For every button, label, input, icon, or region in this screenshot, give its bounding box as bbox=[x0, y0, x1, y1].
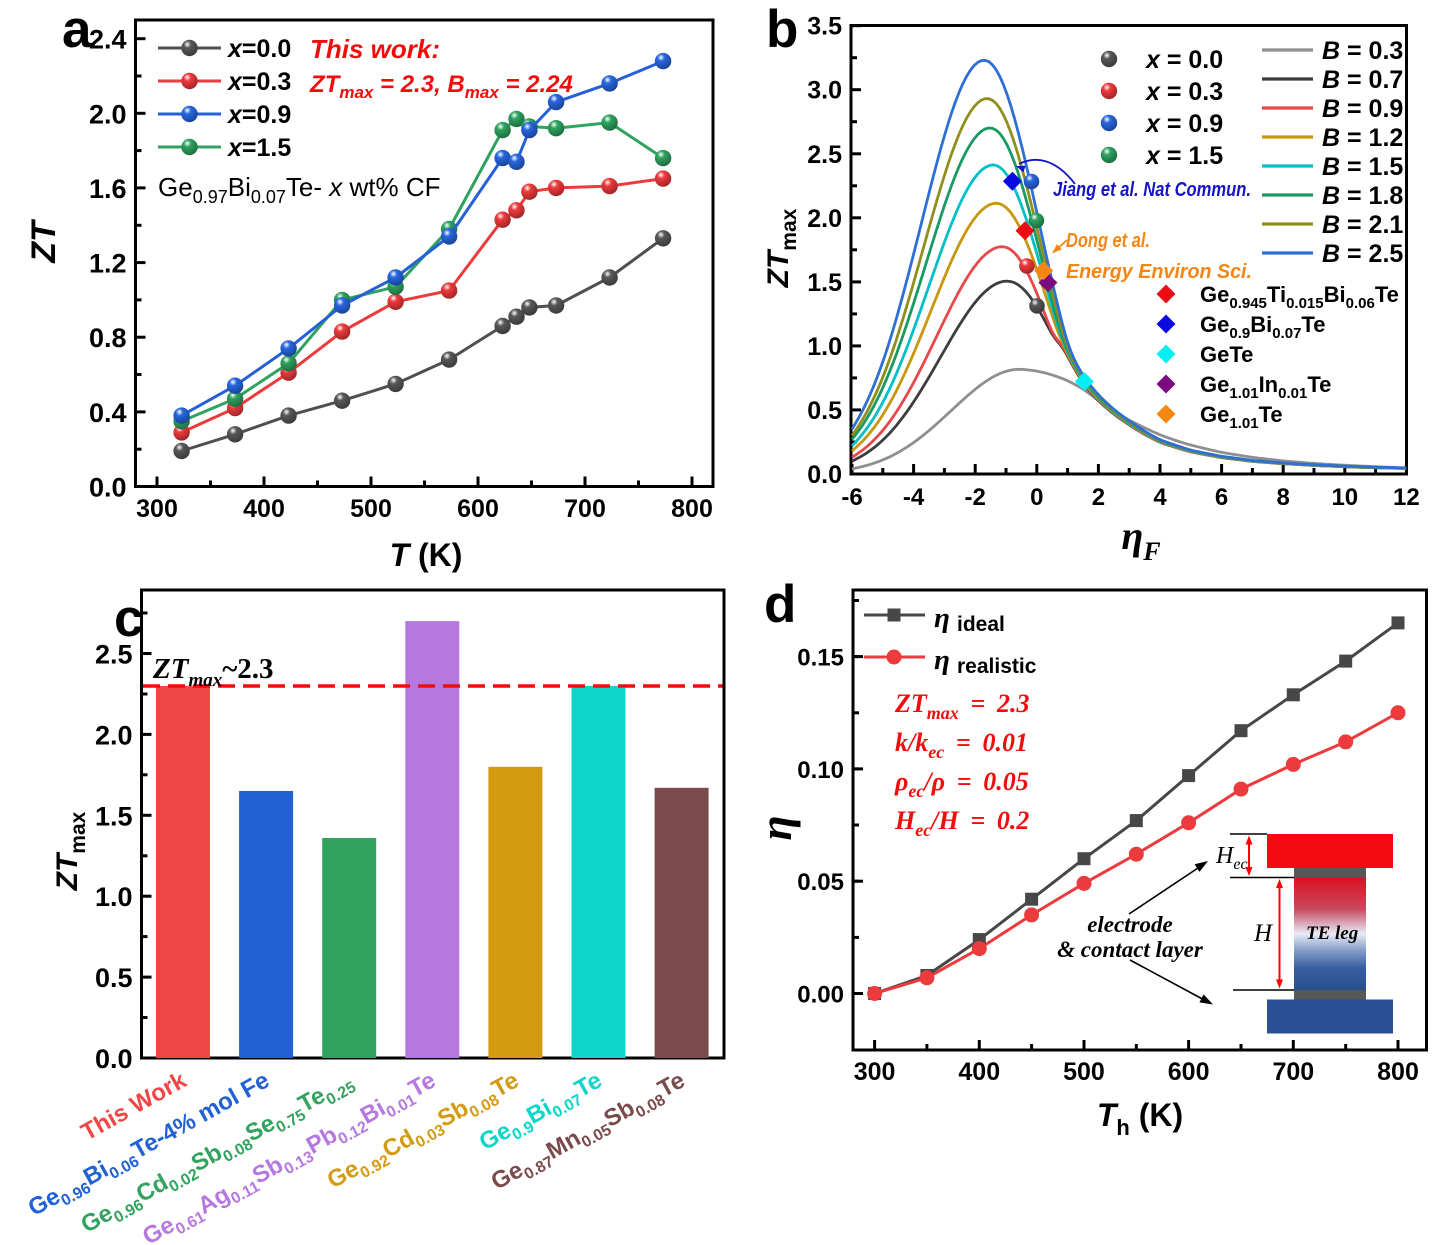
svg-text:0.5: 0.5 bbox=[95, 963, 133, 993]
svg-text:ZT: ZT bbox=[25, 218, 63, 264]
svg-text:ηF: ηF bbox=[1121, 513, 1160, 566]
svg-text:TE leg: TE leg bbox=[1306, 923, 1358, 944]
svg-text:realistic: realistic bbox=[957, 655, 1037, 678]
svg-text:2.5: 2.5 bbox=[95, 640, 133, 670]
svg-text:x = 0.9: x = 0.9 bbox=[1144, 110, 1223, 138]
svg-text:η: η bbox=[750, 815, 801, 840]
svg-text:x = 0.3: x = 0.3 bbox=[1144, 78, 1223, 106]
svg-text:1.2: 1.2 bbox=[89, 249, 127, 279]
svg-text:d: d bbox=[764, 575, 796, 634]
svg-text:1.0: 1.0 bbox=[95, 882, 133, 912]
svg-text:k/kec = 0.01: k/kec = 0.01 bbox=[895, 728, 1028, 762]
svg-text:0.15: 0.15 bbox=[797, 645, 844, 672]
svg-text:2.0: 2.0 bbox=[89, 99, 127, 129]
svg-text:2.0: 2.0 bbox=[95, 720, 133, 750]
svg-text:1.0: 1.0 bbox=[807, 333, 842, 361]
svg-text:ZTmax = 2.3: ZTmax = 2.3 bbox=[894, 689, 1030, 723]
svg-text:0.0: 0.0 bbox=[89, 473, 127, 503]
svg-text:Hec/H = 0.2: Hec/H = 0.2 bbox=[894, 806, 1029, 840]
svg-text:3.5: 3.5 bbox=[807, 13, 842, 41]
svg-text:4: 4 bbox=[1153, 484, 1167, 511]
svg-text:2.5: 2.5 bbox=[807, 141, 842, 169]
svg-text:Energy Environ Sci.: Energy Environ Sci. bbox=[1066, 261, 1252, 283]
svg-text:600: 600 bbox=[1168, 1058, 1210, 1086]
svg-text:ideal: ideal bbox=[957, 613, 1005, 636]
svg-text:B = 0.3: B = 0.3 bbox=[1322, 37, 1403, 65]
svg-text:0: 0 bbox=[1030, 484, 1043, 511]
svg-text:ZTmax: ZTmax bbox=[51, 811, 90, 891]
svg-text:2: 2 bbox=[1092, 484, 1105, 511]
svg-text:c: c bbox=[114, 589, 143, 648]
svg-text:0.8: 0.8 bbox=[89, 323, 127, 353]
svg-text:B = 0.7: B = 0.7 bbox=[1322, 66, 1403, 94]
svg-text:Ge0.97Bi0.07Te- x wt% CF: Ge0.97Bi0.07Te- x wt% CF bbox=[158, 172, 440, 207]
svg-text:Jiang et al. Nat Commun.: Jiang et al. Nat Commun. bbox=[1053, 179, 1251, 201]
svg-text:η: η bbox=[934, 644, 950, 676]
svg-text:400: 400 bbox=[958, 1058, 1000, 1086]
svg-text:500: 500 bbox=[1063, 1058, 1105, 1086]
svg-text:ZTmax~2.3: ZTmax~2.3 bbox=[152, 653, 274, 691]
svg-text:800: 800 bbox=[1377, 1058, 1419, 1086]
svg-text:0.5: 0.5 bbox=[807, 397, 842, 425]
svg-text:0.10: 0.10 bbox=[797, 757, 844, 784]
svg-text:B = 2.5: B = 2.5 bbox=[1322, 240, 1403, 268]
svg-text:electrode: electrode bbox=[1087, 912, 1173, 937]
svg-text:10: 10 bbox=[1331, 484, 1358, 511]
svg-text:& contact layer: & contact layer bbox=[1057, 937, 1204, 962]
svg-text:T (K): T (K) bbox=[390, 537, 463, 573]
svg-text:400: 400 bbox=[243, 495, 285, 523]
svg-text:a: a bbox=[62, 0, 92, 59]
svg-text:x=0.0: x=0.0 bbox=[226, 35, 291, 63]
svg-text:300: 300 bbox=[136, 495, 178, 523]
svg-text:ZTmax: ZTmax bbox=[762, 208, 801, 288]
svg-text:B = 0.9: B = 0.9 bbox=[1322, 95, 1403, 123]
svg-text:x=0.9: x=0.9 bbox=[226, 101, 291, 129]
svg-text:ρec/ρ = 0.05: ρec/ρ = 0.05 bbox=[894, 767, 1029, 801]
svg-text:700: 700 bbox=[564, 495, 606, 523]
svg-text:x = 1.5: x = 1.5 bbox=[1144, 142, 1223, 170]
svg-text:0.00: 0.00 bbox=[797, 982, 844, 1009]
svg-text:2.4: 2.4 bbox=[89, 25, 127, 55]
svg-text:-4: -4 bbox=[903, 484, 925, 511]
svg-text:H: H bbox=[1253, 920, 1274, 947]
svg-text:x=1.5: x=1.5 bbox=[226, 134, 291, 162]
svg-text:0.0: 0.0 bbox=[95, 1044, 133, 1074]
svg-text:300: 300 bbox=[854, 1058, 896, 1086]
svg-text:0.0: 0.0 bbox=[807, 461, 842, 489]
svg-text:B = 1.2: B = 1.2 bbox=[1322, 124, 1403, 152]
svg-text:8: 8 bbox=[1277, 484, 1290, 511]
svg-text:700: 700 bbox=[1272, 1058, 1314, 1086]
svg-text:Dong et al.: Dong et al. bbox=[1066, 230, 1150, 252]
svg-text:6: 6 bbox=[1215, 484, 1228, 511]
svg-text:1.6: 1.6 bbox=[89, 174, 127, 204]
svg-text:η: η bbox=[934, 602, 950, 634]
svg-text:x = 0.0: x = 0.0 bbox=[1144, 46, 1223, 74]
svg-text:GeTe: GeTe bbox=[1200, 342, 1253, 367]
svg-text:0.05: 0.05 bbox=[797, 869, 844, 896]
svg-text:This work:: This work: bbox=[310, 34, 440, 64]
svg-text:3.0: 3.0 bbox=[807, 77, 842, 105]
svg-text:x=0.3: x=0.3 bbox=[226, 68, 291, 96]
svg-text:B = 1.8: B = 1.8 bbox=[1322, 182, 1403, 210]
svg-text:-2: -2 bbox=[965, 484, 986, 511]
svg-text:500: 500 bbox=[350, 495, 392, 523]
svg-text:Hec: Hec bbox=[1215, 843, 1248, 873]
svg-text:2.0: 2.0 bbox=[807, 205, 842, 233]
svg-text:ZTmax = 2.3, Bmax = 2.24: ZTmax = 2.3, Bmax = 2.24 bbox=[309, 71, 573, 102]
svg-text:B = 2.1: B = 2.1 bbox=[1322, 211, 1403, 239]
svg-text:0.4: 0.4 bbox=[89, 398, 127, 428]
svg-text:12: 12 bbox=[1393, 484, 1420, 511]
svg-text:B = 1.5: B = 1.5 bbox=[1322, 153, 1403, 181]
svg-text:800: 800 bbox=[671, 495, 713, 523]
svg-text:1.5: 1.5 bbox=[807, 269, 842, 297]
svg-text:600: 600 bbox=[457, 495, 499, 523]
svg-text:Th (K): Th (K) bbox=[1097, 1097, 1183, 1140]
svg-text:1.5: 1.5 bbox=[95, 801, 133, 831]
svg-text:b: b bbox=[766, 0, 798, 59]
svg-text:-6: -6 bbox=[841, 484, 862, 511]
